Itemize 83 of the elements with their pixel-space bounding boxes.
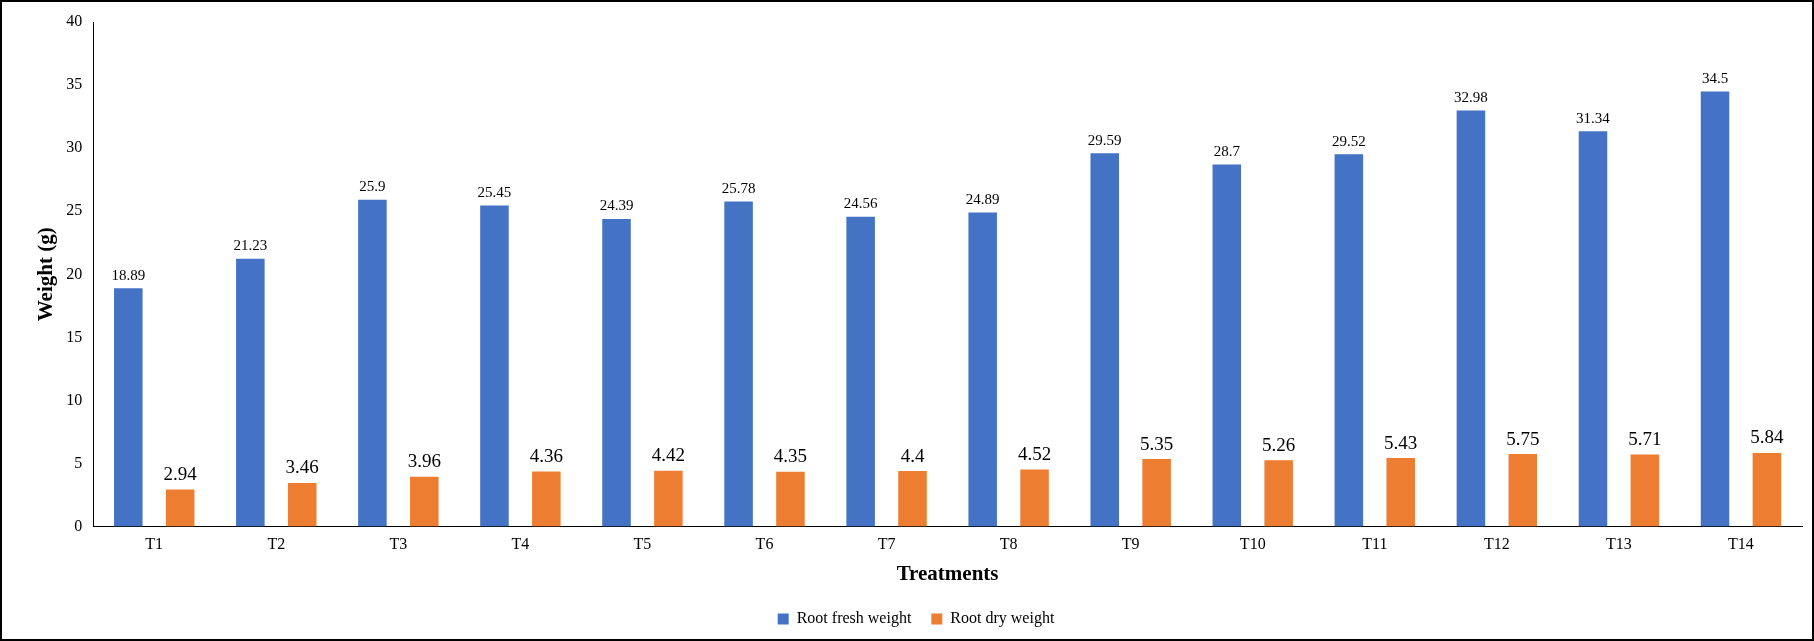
x-tick-label: T3 (389, 535, 408, 553)
data-label: 2.94 (163, 463, 198, 484)
bar (1700, 91, 1730, 527)
bar (532, 471, 561, 527)
x-tick-label: T4 (511, 535, 530, 553)
bar (480, 205, 509, 527)
y-tick-label: 10 (66, 390, 83, 408)
bar (1334, 154, 1364, 527)
bar (1578, 131, 1608, 527)
y-tick-label: 25 (66, 201, 83, 219)
bar (114, 288, 143, 527)
data-label: 24.39 (599, 197, 634, 214)
bar (410, 476, 439, 527)
data-label: 18.89 (111, 266, 146, 283)
data-label: 25.45 (477, 183, 512, 200)
y-tick-label: 15 (66, 327, 83, 345)
bar (846, 216, 875, 527)
data-label: 4.36 (529, 445, 563, 467)
legend-label: Root dry weight (950, 609, 1055, 628)
y-tick-label: 40 (66, 12, 83, 30)
x-tick-label: T8 (999, 535, 1018, 553)
legend-label: Root fresh weight (796, 609, 912, 628)
data-label: 29.52 (1331, 132, 1366, 149)
x-tick-label: T13 (1606, 535, 1632, 553)
data-label: 31.34 (1576, 109, 1611, 126)
x-tick-label: T2 (267, 535, 286, 553)
x-tick-label: T9 (1121, 535, 1140, 553)
data-label: 3.96 (407, 450, 441, 472)
data-label: 25.78 (721, 179, 756, 196)
x-tick-label: T10 (1239, 535, 1266, 553)
bar (1630, 454, 1660, 527)
data-label: 5.71 (1628, 428, 1662, 450)
data-label: 3.46 (285, 456, 319, 478)
bar (1090, 153, 1120, 527)
bar (236, 258, 265, 527)
bar (968, 212, 997, 527)
data-label: 5.26 (1262, 433, 1296, 455)
bar (898, 471, 927, 527)
x-axis-title: Treatments (896, 560, 999, 585)
data-label: 34.5 (1701, 69, 1729, 86)
bar (358, 199, 387, 527)
x-tick-label: T6 (755, 535, 774, 553)
data-label: 4.52 (1017, 443, 1052, 465)
bar (1386, 458, 1415, 527)
data-label: 21.23 (233, 237, 268, 254)
bar (165, 489, 195, 527)
data-label: 29.59 (1087, 131, 1122, 148)
data-label: 5.35 (1140, 432, 1174, 454)
bar (1142, 459, 1171, 527)
bar (1264, 460, 1293, 527)
y-tick-label: 30 (66, 138, 83, 156)
bar (1508, 454, 1538, 527)
data-label: 4.35 (773, 445, 808, 467)
x-tick-label: T7 (877, 535, 896, 553)
x-tick-label: T5 (633, 535, 652, 553)
data-label: 4.42 (651, 444, 686, 466)
bar (1752, 452, 1782, 527)
bar (1456, 110, 1486, 527)
data-label: 4.4 (900, 444, 925, 466)
x-tick-label: T1 (145, 535, 164, 553)
x-tick-label: T12 (1483, 535, 1510, 553)
y-tick-label: 20 (66, 264, 83, 282)
x-tick-label: T14 (1728, 535, 1754, 553)
bar (1212, 164, 1242, 527)
data-label: 5.43 (1384, 431, 1418, 453)
x-tick-label: T11 (1362, 535, 1388, 553)
y-axis-title: Weight (g) (33, 227, 58, 322)
data-label: 25.9 (359, 178, 386, 195)
data-label: 28.7 (1213, 142, 1241, 159)
bar (287, 482, 317, 527)
y-tick-label: 0 (74, 516, 83, 534)
bar (602, 218, 631, 527)
y-tick-label: 5 (74, 453, 83, 471)
data-label: 5.84 (1750, 426, 1785, 448)
data-label: 32.98 (1454, 88, 1488, 105)
bar (724, 201, 753, 527)
data-label: 5.75 (1506, 427, 1540, 449)
bar (654, 470, 683, 527)
data-label: 24.89 (965, 191, 1000, 208)
bar (776, 471, 805, 527)
y-tick-label: 35 (66, 75, 83, 93)
data-label: 24.56 (843, 195, 879, 212)
bar (1020, 469, 1049, 527)
